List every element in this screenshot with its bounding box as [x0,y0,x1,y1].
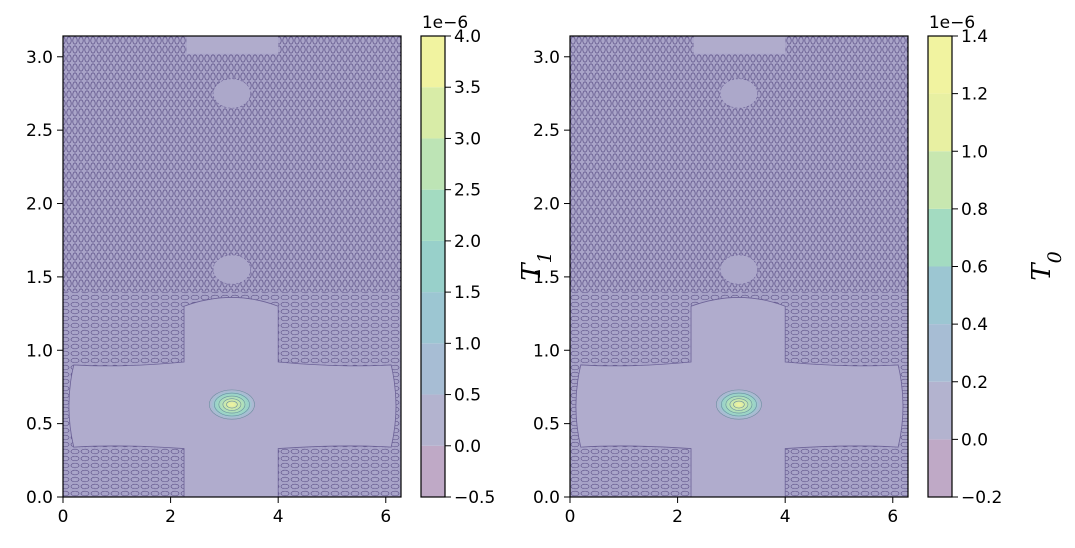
y-tick-label: 2.5 [533,121,560,141]
top-calm-band [693,36,786,54]
contour-field [63,36,401,497]
peak-contour [209,389,255,420]
peak-contour [733,400,745,409]
y-tick-label: 3.0 [26,48,53,68]
y-tick-label: 1.0 [26,341,53,361]
colorbar-band [421,138,445,190]
peak-contour [222,398,242,411]
y-tick-label: 1.5 [26,268,53,288]
dotted-blob [719,78,759,109]
colorbar-band [421,445,445,497]
colorbar-tick-label: 1.2 [961,85,988,105]
peak-contour [720,392,757,417]
colorbar-band [421,343,445,395]
y-tick-label: 0.0 [533,488,560,508]
colorbar-tick-label: 1.5 [454,283,481,303]
peak-contour [226,400,238,409]
colorbar-band [928,266,952,325]
x-tick-label: 2 [165,507,176,527]
peak-contour [218,395,246,414]
y-tick-label: 0.5 [533,415,560,435]
colorbar-band [928,324,952,382]
colorbar-band [421,240,445,293]
y-tick-label: 2.0 [26,195,53,215]
colorbar-tick-label: 1.4 [961,27,988,47]
x-tick-label: 4 [780,507,791,527]
colorbar-band [928,93,952,152]
peak-blob [209,389,255,420]
colorbar-label: T0 [1027,251,1066,280]
colorbar-tick-label: 0.8 [961,200,988,220]
colorbar-band [928,151,952,209]
colorbar-band [421,189,445,241]
colorbar-offset-text: 1e−6 [929,13,975,33]
colorbar-tick-label: 0.4 [961,315,988,335]
colorbar-tick-label: 0.6 [961,258,988,278]
right-contour-panel: 0 2 4 6 0.0 0.5 1.0 1.5 2.0 2.5 3.0 −0.2 0.0 0.2 0.4 0.… [533,13,1066,527]
y-tick-label: 2.5 [26,121,53,141]
colorbar-tick-label: 3.0 [454,129,481,149]
peak-contour [716,389,762,420]
colorbar-tick-label: 1.0 [961,142,988,162]
colorbar-band [928,381,952,440]
y-tick-label: 0.0 [26,488,53,508]
peak-contour [213,392,250,417]
axes-frame [569,35,909,498]
y-tick-label: 2.0 [533,195,560,215]
y-tick-label: 1.5 [533,268,560,288]
y-tick-label: 0.5 [26,415,53,435]
dotted-blob [212,254,252,285]
colorbar-band [421,36,445,88]
x-tick-label: 6 [887,507,898,527]
x-tick-label: 4 [273,507,284,527]
left-contour-panel: 0 2 4 6 0.0 0.5 1.0 1.5 2.0 2.5 3.0 −0.5 0.0 0.5 1.0 1.… [26,13,556,527]
colorbar-tick-label: 0.0 [961,430,988,450]
peak-contour [725,395,753,414]
colorbar-tick-label: −0.2 [961,488,1002,508]
colorbar-tick-label: 2.5 [454,181,481,201]
x-tick-label: 0 [565,507,576,527]
colorbar-tick-label: 4.0 [454,27,481,47]
colorbar-band [928,208,952,267]
peak-blob [716,389,762,420]
colorbar-tick-label: 0.2 [961,373,988,393]
colorbar-tick-label: 3.5 [454,78,481,98]
colorbar-tick-label: −0.5 [454,488,495,508]
colorbar-band [421,394,445,446]
colorbar-band [421,87,445,139]
dotted-blob [719,254,759,285]
x-tick-label: 0 [58,507,69,527]
top-calm-band [186,36,279,54]
dotted-blob [212,78,252,109]
colorbar-offset-text: 1e−6 [422,13,468,33]
colorbar-label: T1 [517,251,556,280]
y-tick-label: 1.0 [533,341,560,361]
colorbar-band [421,292,445,344]
colorbar-tick-label: 1.0 [454,334,481,354]
colorbar-tick-label: 0.5 [454,386,481,406]
x-tick-label: 2 [672,507,683,527]
peak-contour [729,398,749,411]
colorbar-tick-label: 2.0 [454,232,481,252]
contour-field [570,36,908,497]
colorbar-tick-label: 0.0 [454,437,481,457]
axes-frame [62,35,402,498]
y-tick-label: 3.0 [533,48,560,68]
x-tick-label: 6 [380,507,391,527]
colorbar-frame [420,35,446,498]
colorbar-band [928,439,952,497]
colorbar-band [928,36,952,94]
